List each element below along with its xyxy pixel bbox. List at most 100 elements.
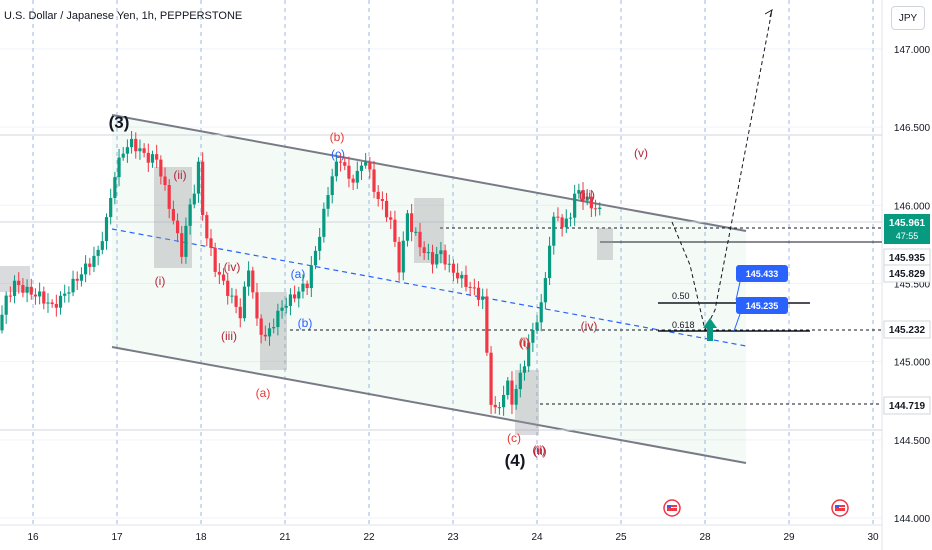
flag-stripe — [835, 507, 845, 508]
wave-label: (iii) — [579, 188, 595, 202]
wave-label: (b) — [330, 130, 345, 144]
candle-body — [451, 263, 456, 273]
candle-body — [322, 208, 326, 237]
target-arrow — [703, 318, 717, 341]
candle-body — [205, 215, 209, 239]
candle-body — [184, 225, 188, 257]
y-tick-label: 146.500 — [894, 123, 931, 134]
wave-label: (i) — [155, 274, 166, 288]
candle-body — [527, 342, 531, 367]
channel-lower-line — [111, 346, 747, 464]
candle-body — [380, 199, 384, 201]
candle-body — [84, 263, 88, 275]
candle-body — [88, 263, 92, 267]
candle-body — [4, 295, 8, 315]
candle-body — [468, 286, 472, 288]
candle-body — [539, 302, 543, 323]
candle-body — [552, 216, 556, 246]
candle-body — [435, 254, 439, 265]
candle-body — [267, 328, 272, 337]
x-tick-label: 30 — [867, 532, 879, 543]
callout-label: 145.433 — [746, 269, 779, 279]
candle-body — [146, 152, 150, 163]
currency-selector[interactable]: JPY — [891, 6, 925, 30]
candle-body — [167, 185, 171, 209]
wave-label: (ii) — [173, 168, 186, 182]
candle-body — [297, 291, 301, 299]
candle-body — [226, 280, 230, 296]
wave-label: (iii) — [221, 329, 237, 343]
candle-body — [481, 296, 485, 300]
candle-body — [581, 190, 585, 201]
wave-label: (4) — [505, 451, 526, 470]
price-label-box — [883, 396, 931, 415]
candle-body — [38, 291, 42, 297]
candle-body — [472, 287, 476, 289]
x-tick-label: 23 — [447, 532, 459, 543]
candle-body — [180, 233, 184, 257]
candle-body — [92, 255, 96, 267]
candle-body — [71, 278, 75, 293]
candle-body — [109, 197, 113, 218]
candle-body — [384, 200, 389, 218]
candle-body — [238, 306, 242, 319]
candle-body — [556, 216, 560, 218]
candle-body — [389, 217, 393, 220]
candle-body — [485, 296, 489, 353]
projection-arrowhead — [764, 8, 773, 18]
candle-body — [364, 162, 368, 166]
channel-fill — [112, 115, 746, 463]
callout-leader — [735, 281, 741, 301]
y-tick-label: 145.500 — [894, 279, 931, 290]
candle-body — [593, 208, 598, 210]
candle-body — [29, 286, 33, 295]
candle-body — [376, 191, 380, 200]
wave-label: (a) — [256, 386, 271, 400]
candle-body — [293, 294, 297, 299]
candle-body — [326, 195, 330, 209]
candle-body — [351, 178, 355, 183]
candle-body — [518, 372, 522, 390]
candle-body — [196, 161, 201, 194]
candle-body — [171, 208, 175, 221]
candle-body — [25, 286, 29, 293]
candle-body — [330, 176, 334, 196]
candle-body — [313, 250, 318, 266]
candle-body — [201, 161, 205, 216]
candle-body — [272, 327, 276, 329]
candle-body — [75, 278, 79, 281]
price-label: 145.961 — [889, 218, 926, 229]
callout-box — [736, 265, 788, 282]
candle-body — [522, 366, 527, 373]
x-tick-label: 22 — [363, 532, 375, 543]
candle-body — [125, 147, 129, 154]
candle-body — [175, 220, 180, 234]
candle-body — [514, 389, 518, 405]
candle-body — [138, 148, 142, 152]
candle-body — [568, 217, 573, 219]
price-label-box — [884, 214, 930, 244]
candle-body — [368, 162, 372, 170]
candle-body — [531, 330, 535, 343]
candle-body — [96, 249, 100, 256]
candle-body — [585, 196, 589, 201]
wave-label: (i) — [519, 335, 530, 349]
wave-label: (i) — [520, 336, 531, 350]
candle-body — [405, 213, 410, 241]
candle-body — [188, 204, 192, 226]
callout-label: 145.235 — [746, 301, 779, 311]
x-tick-label: 17 — [111, 532, 123, 543]
candle-body — [284, 305, 288, 308]
price-label: 144.719 — [889, 401, 926, 412]
flag-canton — [835, 505, 839, 508]
candle-body — [100, 241, 104, 250]
candle-body — [573, 193, 577, 218]
candle-body — [54, 303, 58, 308]
candle-body — [217, 271, 221, 275]
candle-body — [276, 310, 280, 328]
candle-body — [301, 283, 305, 292]
candle-body — [543, 278, 547, 303]
candle-body — [393, 219, 397, 242]
